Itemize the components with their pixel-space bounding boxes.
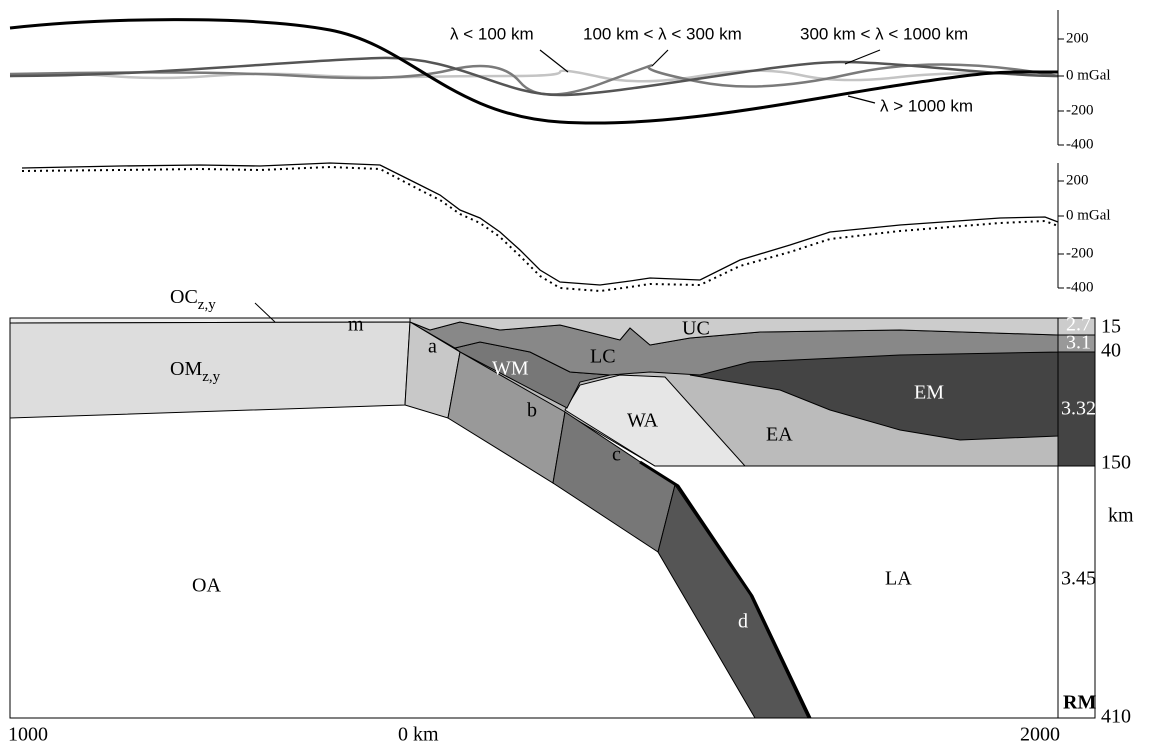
region-label: b xyxy=(527,400,537,422)
x-label: 0 km xyxy=(398,724,439,746)
tick-label: 0 mGal xyxy=(1066,67,1111,83)
label-main: OC xyxy=(170,286,198,308)
region-label: c xyxy=(612,444,621,466)
tick-label: -400 xyxy=(1066,136,1094,152)
curve-label: λ > 1000 km xyxy=(880,96,973,115)
tick-label: 200 xyxy=(1066,30,1089,46)
tick-label: -200 xyxy=(1066,102,1094,118)
curve-label: 300 km < λ < 1000 km xyxy=(800,24,968,43)
density: 3.32 xyxy=(1061,398,1096,420)
region-label: WM xyxy=(492,358,529,380)
reference-model: RM xyxy=(1063,692,1096,714)
label-main: OM xyxy=(170,358,202,380)
region-label: LC xyxy=(590,346,616,368)
region-label: m xyxy=(348,314,364,336)
region-label: OA xyxy=(192,575,221,597)
tick-label: 0 mGal xyxy=(1066,207,1111,223)
region-label: OCz,y xyxy=(170,286,216,314)
label-sub: z,y xyxy=(202,369,220,385)
curve-label: 100 km < λ < 300 km xyxy=(583,24,742,43)
depth-label: 15 xyxy=(1101,316,1121,338)
region-label: WA xyxy=(627,410,659,432)
region-label: LA xyxy=(885,568,912,590)
tick-label: 200 xyxy=(1066,172,1089,188)
region-label: a xyxy=(428,336,437,358)
ticks xyxy=(1058,39,1064,145)
observed-gravity xyxy=(22,163,1058,285)
column xyxy=(1058,466,1095,718)
label-sub: z,y xyxy=(198,297,216,313)
depth-label: 410 xyxy=(1101,706,1131,728)
tick-label: -400 xyxy=(1066,279,1094,295)
density: 3.45 xyxy=(1061,568,1096,590)
curve-label: λ < 100 km xyxy=(450,24,534,43)
figure: λ < 100 km 100 km < λ < 300 km 300 km < … xyxy=(0,0,1159,747)
ticks xyxy=(1058,181,1064,288)
region-label: EA xyxy=(766,424,793,446)
x-label: 2000 xyxy=(1020,724,1060,746)
depth-label: km xyxy=(1108,505,1134,527)
region-label: EM xyxy=(914,382,944,404)
region-label: UC xyxy=(682,318,710,340)
tick-label: -200 xyxy=(1066,245,1094,261)
model-gravity xyxy=(22,167,1058,291)
region-label: d xyxy=(738,611,748,633)
depth-label: 150 xyxy=(1101,452,1131,474)
depth-label: 40 xyxy=(1101,340,1121,362)
curve-100-300 xyxy=(10,64,1058,94)
density: 3.1 xyxy=(1066,332,1091,354)
x-label: 1000 xyxy=(8,724,48,746)
